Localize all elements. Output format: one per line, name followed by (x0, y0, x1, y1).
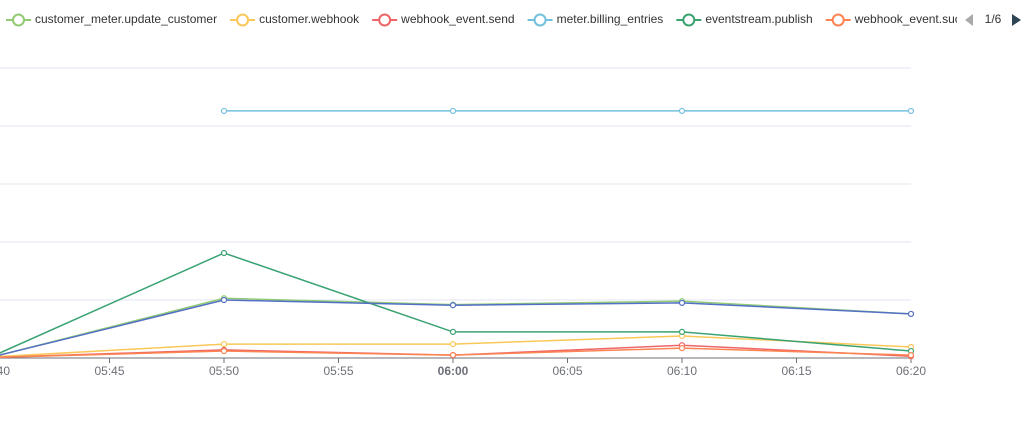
legend-item[interactable]: meter.billing_entries (527, 12, 664, 27)
x-tick-label: 06:05 (552, 364, 582, 378)
legend-icon (12, 13, 25, 27)
x-tick-label: 06:15 (781, 364, 811, 378)
data-point (449, 340, 457, 348)
data-point (678, 107, 686, 115)
x-tick-label: 05:45 (94, 364, 124, 378)
data-point (449, 352, 457, 359)
series-line (0, 299, 912, 356)
data-point (907, 352, 915, 359)
legend-label: meter.billing_entries (557, 12, 664, 26)
legend-icon (533, 13, 547, 27)
legend-icon (378, 13, 392, 27)
data-point (907, 310, 915, 318)
legend-next[interactable] (1012, 14, 1021, 26)
legend-item[interactable]: webhook_event.send (372, 12, 515, 27)
x-tick-label: 05:55 (323, 364, 353, 378)
data-point (220, 107, 228, 115)
x-tick-label: 05:50 (209, 364, 239, 378)
x-tick-label: 06:00 (438, 364, 469, 378)
x-tick-label: 05:40 (0, 364, 10, 378)
legend-icon (831, 13, 845, 27)
data-point (220, 347, 228, 355)
data-point (220, 340, 228, 348)
legend-page: 1/6 (985, 12, 1002, 26)
legend-icon (682, 13, 696, 27)
legend-label: eventstream.publish (705, 12, 812, 26)
legend-label: customer_meter.update_customer (35, 12, 217, 26)
x-tick-label: 06:10 (667, 364, 697, 378)
legend-prev[interactable] (965, 14, 973, 26)
x-tick-label: 06:20 (896, 364, 926, 378)
legend: customer_meter.update_customer customer.w… (6, 12, 961, 27)
legend-label: webhook_event.suc (854, 12, 961, 26)
legend-item[interactable]: eventstream.publish (676, 12, 813, 27)
legend-icon (236, 13, 250, 27)
legend-label: webhook_event.send (400, 12, 514, 26)
data-point (678, 328, 686, 335)
data-point (449, 107, 457, 115)
legend-item[interactable]: customer.webhook (230, 12, 360, 27)
plot-area: 05:40 05:45 05:50 05:55 06:00 06:05 06:10 06:15… (0, 67, 926, 378)
data-point (449, 328, 457, 335)
legend-item[interactable]: webhook_event.suc (825, 12, 961, 27)
data-point (678, 345, 686, 352)
legend-label: customer.webhook (259, 12, 360, 26)
data-point (220, 296, 228, 304)
data-point (220, 249, 228, 257)
legend-item[interactable]: customer_meter.update_customer (6, 12, 217, 27)
data-point (449, 302, 457, 309)
data-point (907, 107, 915, 115)
data-point (678, 299, 686, 306)
